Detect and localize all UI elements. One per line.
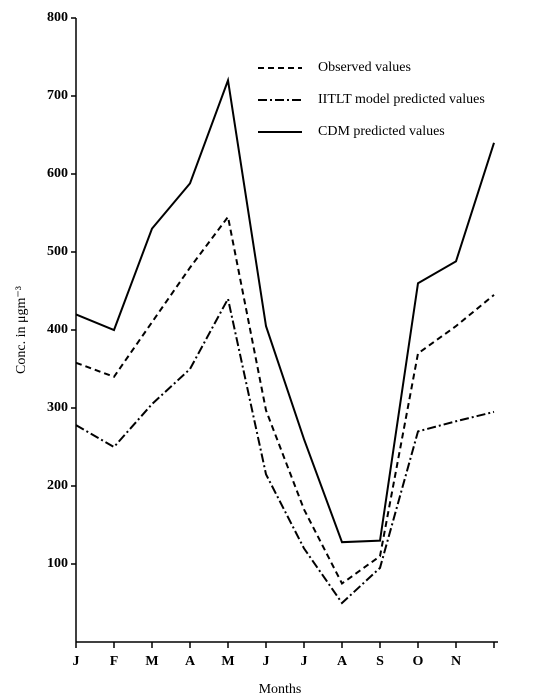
y-tick-label: 600	[47, 166, 68, 181]
x-tick-label: M	[221, 654, 234, 669]
y-tick-label: 300	[47, 400, 68, 415]
series-line	[75, 76, 495, 544]
x-tick-label: J	[301, 654, 308, 669]
x-tick-label: S	[376, 654, 384, 669]
x-tick-label: J	[263, 654, 270, 669]
y-tick-label: 500	[47, 244, 68, 259]
x-tick-label: F	[110, 654, 119, 669]
y-axis-label: Conc. in μgm⁻³	[14, 286, 29, 374]
x-tick-label: O	[413, 654, 424, 669]
series-line	[75, 295, 495, 605]
x-tick-label: N	[451, 654, 461, 669]
legend-label: CDM predicted values	[318, 124, 445, 139]
x-tick-label: A	[185, 654, 196, 669]
legend-label: IITLT model predicted values	[318, 92, 485, 107]
y-tick-label: 700	[47, 88, 68, 103]
y-tick-label: 100	[47, 556, 68, 571]
x-tick-label: J	[73, 654, 80, 669]
legend-label: Observed values	[318, 60, 411, 75]
y-tick-label: 400	[47, 322, 68, 337]
x-axis-label: Months	[259, 682, 302, 697]
y-tick-label: 200	[47, 478, 68, 493]
x-tick-label: M	[145, 654, 158, 669]
y-tick-label: 800	[47, 10, 68, 25]
series-line	[75, 214, 495, 585]
x-tick-label: A	[337, 654, 348, 669]
